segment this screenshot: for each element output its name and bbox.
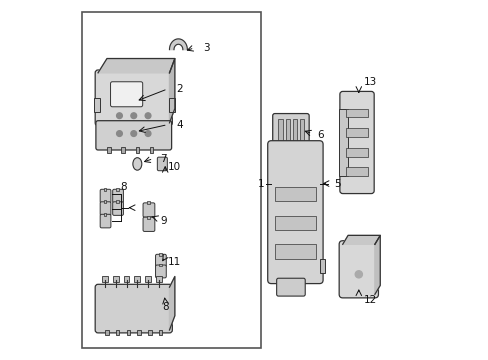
FancyBboxPatch shape [143, 203, 155, 217]
Text: 7: 7 [160, 154, 167, 163]
Polygon shape [169, 59, 175, 123]
FancyBboxPatch shape [272, 113, 308, 147]
Bar [148, 330, 151, 336]
Bar [274, 244, 315, 258]
FancyBboxPatch shape [100, 214, 111, 228]
Bar [147, 216, 149, 219]
Text: 2: 2 [176, 84, 183, 94]
Bar [149, 148, 153, 153]
Polygon shape [374, 235, 380, 294]
Bar [156, 276, 162, 282]
Circle shape [116, 131, 122, 136]
Bar [113, 276, 119, 282]
Bar [319, 258, 324, 273]
Bar [285, 119, 289, 143]
Text: 13: 13 [363, 77, 376, 87]
FancyBboxPatch shape [155, 254, 166, 267]
FancyBboxPatch shape [96, 121, 171, 150]
FancyBboxPatch shape [112, 202, 123, 215]
Bar [104, 188, 106, 191]
Bar [299, 119, 304, 143]
FancyBboxPatch shape [267, 141, 323, 284]
FancyBboxPatch shape [95, 284, 172, 333]
Polygon shape [342, 235, 380, 244]
FancyBboxPatch shape [276, 278, 305, 296]
Bar [346, 167, 367, 176]
Bar [104, 201, 106, 203]
Bar [121, 148, 124, 153]
FancyBboxPatch shape [143, 217, 155, 231]
Bar [116, 201, 119, 203]
Text: 12: 12 [363, 295, 376, 305]
Text: 4: 4 [176, 120, 183, 130]
Bar [159, 330, 162, 336]
Text: 5: 5 [333, 179, 340, 189]
Bar [107, 148, 110, 153]
Bar [94, 98, 100, 112]
FancyBboxPatch shape [339, 91, 373, 194]
Bar [274, 187, 315, 202]
FancyBboxPatch shape [100, 189, 111, 203]
Polygon shape [98, 59, 175, 73]
Bar [116, 188, 119, 191]
Bar [104, 213, 106, 216]
FancyBboxPatch shape [339, 241, 378, 298]
Bar [169, 98, 175, 112]
Text: 9: 9 [160, 216, 167, 226]
Polygon shape [169, 276, 175, 330]
Circle shape [131, 131, 136, 136]
Bar [147, 202, 149, 204]
Bar [134, 276, 140, 282]
Bar [159, 253, 162, 256]
FancyBboxPatch shape [110, 82, 142, 107]
Text: 11: 11 [167, 257, 181, 267]
FancyBboxPatch shape [157, 157, 167, 171]
Bar [159, 264, 162, 266]
Bar [82, 12, 260, 348]
Text: 1: 1 [258, 179, 264, 189]
Bar [346, 109, 367, 117]
Circle shape [145, 113, 151, 118]
Text: 3: 3 [203, 43, 210, 53]
Circle shape [145, 131, 151, 136]
Circle shape [116, 113, 122, 118]
Text: 10: 10 [167, 162, 181, 172]
FancyBboxPatch shape [100, 202, 111, 215]
Circle shape [131, 113, 136, 118]
Ellipse shape [133, 158, 142, 170]
FancyBboxPatch shape [155, 265, 166, 278]
Polygon shape [169, 39, 187, 50]
Bar [126, 330, 130, 336]
Text: 8: 8 [120, 182, 126, 192]
Text: 6: 6 [317, 130, 324, 140]
Bar [116, 330, 119, 336]
FancyBboxPatch shape [112, 189, 123, 203]
Text: 8: 8 [162, 302, 168, 312]
Bar [346, 128, 367, 137]
Bar [123, 276, 129, 282]
Bar [145, 276, 151, 282]
Bar [135, 148, 139, 153]
Bar [339, 109, 347, 176]
Bar [278, 119, 282, 143]
Ellipse shape [160, 301, 168, 313]
Circle shape [354, 271, 362, 278]
Ellipse shape [160, 290, 168, 302]
Bar [137, 330, 141, 336]
Bar [346, 148, 367, 157]
Bar [102, 276, 108, 282]
Bar [292, 119, 296, 143]
Bar [274, 216, 315, 230]
FancyBboxPatch shape [95, 70, 172, 126]
Bar [105, 330, 108, 336]
